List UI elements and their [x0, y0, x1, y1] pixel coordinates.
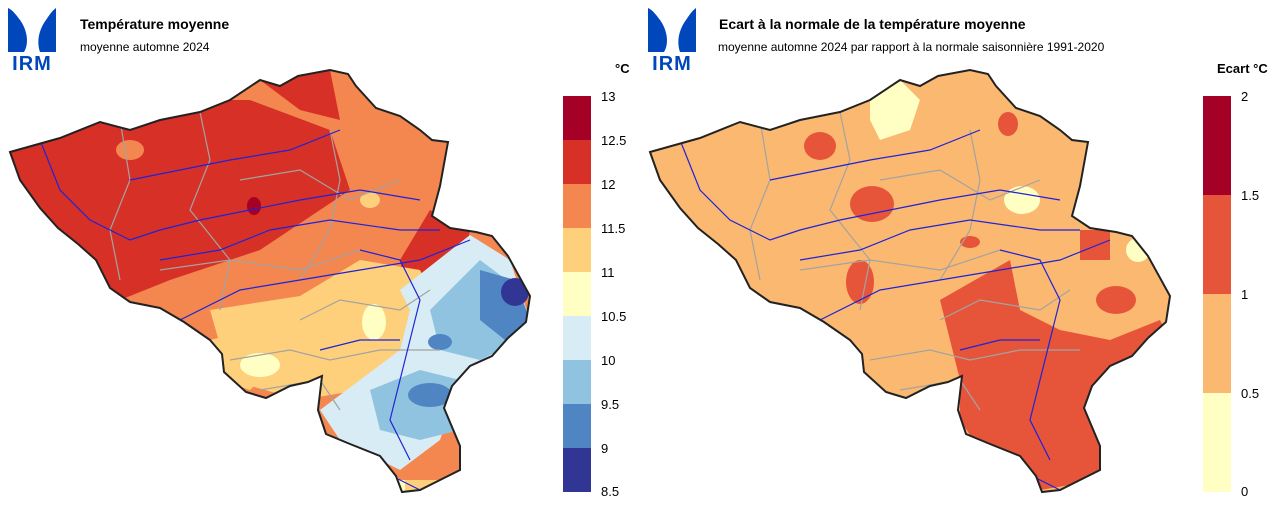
- legend-tick: 9: [601, 441, 609, 456]
- mean-temperature-panel: IRM Température moyenne moyenne automne …: [6, 6, 630, 499]
- legend-tick: 0: [1241, 484, 1249, 499]
- rivers: [39, 129, 471, 491]
- legend-swatch-1.5-2: [1203, 96, 1231, 195]
- legend-tick: 11: [601, 265, 615, 280]
- legend-swatch-0.5-1: [1203, 294, 1231, 393]
- legend-tick: 10: [601, 353, 616, 368]
- legend-tick: 1.5: [1241, 188, 1260, 203]
- province-borders: [109, 111, 440, 411]
- legend-swatch-12.5-13: [563, 96, 591, 140]
- legend-swatch-10.5-11: [563, 272, 591, 316]
- legend-tick: 0.5: [1241, 386, 1260, 401]
- map-subtitle: moyenne automne 2024 par rapport à la no…: [718, 40, 1105, 54]
- irm-logo: IRM: [6, 6, 58, 75]
- legend-tick: 11.5: [601, 221, 626, 236]
- legend-swatch-1-1.5: [1203, 195, 1231, 294]
- legend-tick: 9.5: [601, 397, 620, 412]
- legend-swatch-12-12.5: [563, 140, 591, 184]
- legend-tick: 12: [601, 177, 616, 192]
- legend-unit: °C: [615, 61, 630, 76]
- belgium-outline: [648, 68, 1172, 494]
- temperature-anomaly-panel: IRM Ecart à la normale de la température…: [640, 0, 1280, 507]
- belgium-outline: [8, 68, 532, 494]
- map-title: Ecart à la normale de la température moy…: [719, 16, 1026, 32]
- rivers: [679, 129, 1111, 491]
- irm-logo-text: IRM: [652, 53, 692, 75]
- anomaly-legend-bar: [1203, 96, 1231, 492]
- legend-swatch-9-9.5: [563, 404, 591, 448]
- legend-swatch-10-10.5: [563, 316, 591, 360]
- legend-swatch-0-0.5: [1203, 393, 1231, 492]
- legend-tick: 1: [1241, 287, 1249, 302]
- anomaly-map: [648, 68, 1172, 494]
- map-title: Température moyenne: [80, 16, 230, 32]
- irm-logo: IRM: [646, 6, 698, 75]
- legend-swatch-11.5-12: [563, 184, 591, 228]
- legend-tick: 2: [1241, 89, 1249, 104]
- temperature-map: [8, 68, 532, 494]
- legend-tick: 13: [601, 89, 616, 104]
- legend-tick: 12.5: [601, 133, 627, 148]
- legend-swatch-11-11.5: [563, 228, 591, 272]
- legend-tick: 8.5: [601, 484, 620, 499]
- irm-logo-mark: [8, 8, 56, 52]
- legend-swatch-8.5-9: [563, 448, 591, 492]
- temperature-legend-bar: [563, 96, 591, 492]
- legend-tick: 10.5: [601, 309, 627, 324]
- irm-logo-text: IRM: [12, 53, 52, 75]
- irm-logo-mark: [648, 8, 696, 52]
- legend-swatch-9.5-10: [563, 360, 591, 404]
- legend-unit: Ecart °C: [1217, 61, 1268, 76]
- map-subtitle: moyenne automne 2024: [80, 40, 210, 54]
